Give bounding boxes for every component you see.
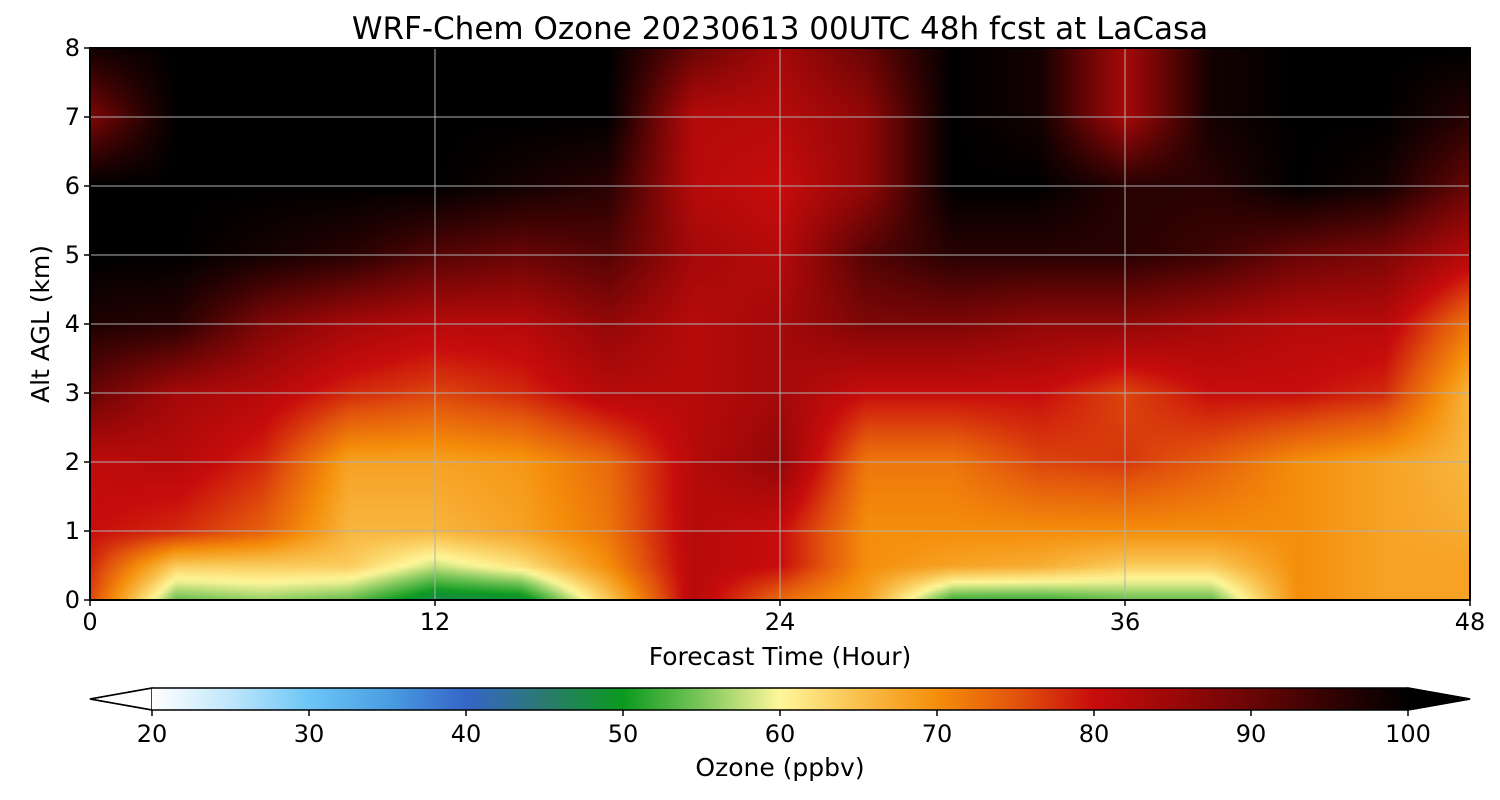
colorbar-ramp [152,688,1408,710]
colorbar-tick-label: 90 [1236,720,1267,748]
colorbar-ticks: 20 30 40 50 60 70 80 90 100 [137,710,1431,748]
x-axis-label: Forecast Time (Hour) [649,642,912,671]
y-tick-label: 1 [65,517,80,545]
x-tick-label: 24 [765,608,796,636]
y-tick-label: 0 [65,586,80,614]
y-tick-label: 5 [65,241,80,269]
y-tick-label: 7 [65,103,80,131]
y-tick-label: 6 [65,172,80,200]
colorbar-min-extension [89,687,153,711]
colorbar-label: Ozone (ppbv) [695,753,864,782]
colorbar-tick-label: 40 [451,720,482,748]
colorbar: 20 30 40 50 60 70 80 90 100 [89,687,1471,748]
y-axis: 0 1 2 3 4 5 6 7 8 [65,34,90,614]
x-tick-label: 48 [1455,608,1486,636]
y-axis-label: Alt AGL (km) [26,245,55,403]
colorbar-tick-label: 100 [1385,720,1431,748]
y-tick-label: 3 [65,379,80,407]
y-tick-label: 4 [65,310,80,338]
colorbar-tick-label: 50 [608,720,639,748]
y-tick-label: 2 [65,448,80,476]
x-axis: 0 12 24 36 48 [82,600,1485,636]
x-tick-label: 12 [420,608,451,636]
x-tick-label: 0 [82,608,97,636]
colorbar-tick-label: 30 [294,720,325,748]
y-tick-label: 8 [65,34,80,62]
colorbar-tick-label: 70 [922,720,953,748]
x-tick-label: 36 [1110,608,1141,636]
colorbar-max-extension [1407,687,1471,711]
colorbar-tick-label: 80 [1079,720,1110,748]
chart-title: WRF-Chem Ozone 20230613 00UTC 48h fcst a… [352,11,1208,47]
colorbar-tick-label: 60 [765,720,796,748]
colorbar-tick-label: 20 [137,720,168,748]
